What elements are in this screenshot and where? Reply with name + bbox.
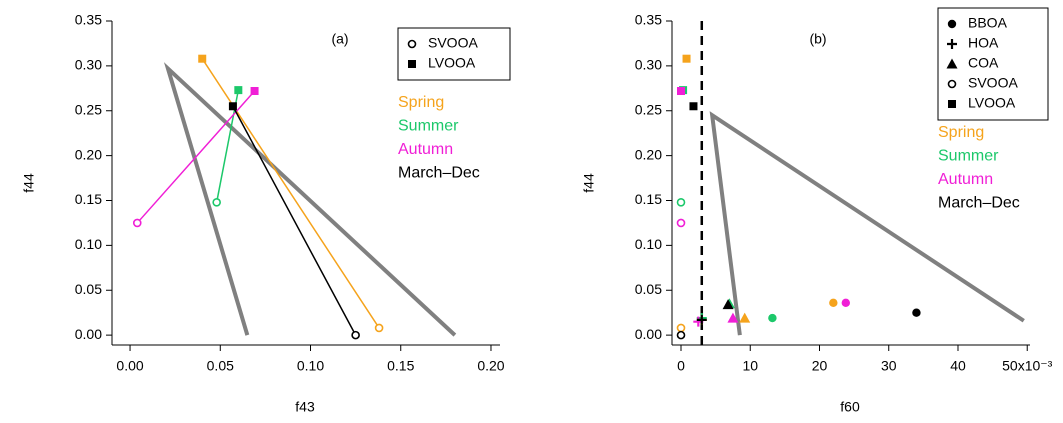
reference-line <box>163 62 457 337</box>
y-axis-label: f44 <box>21 173 37 193</box>
x-tick-label: 0 <box>677 358 685 374</box>
season-legend: Autumn <box>398 141 453 158</box>
season-legend: Summer <box>938 148 999 165</box>
y-tick-label: 0.15 <box>635 191 662 207</box>
y-tick-label: 0.35 <box>75 12 102 28</box>
x-axis-label: f43 <box>295 399 315 415</box>
marker <box>676 323 686 333</box>
y-tick-label: 0.20 <box>75 146 102 162</box>
marker <box>739 312 751 323</box>
legend-label: LVOOA <box>968 95 1016 111</box>
y-tick-label: 0.30 <box>75 57 102 73</box>
marker <box>351 330 360 340</box>
marker <box>722 299 734 310</box>
legend-label: SVOOA <box>968 75 1018 91</box>
y-axis-label: f44 <box>581 173 597 193</box>
marker <box>234 86 243 95</box>
x-tick-label: 0.05 <box>207 358 234 374</box>
legend-box <box>397 27 511 81</box>
x-tick-label: 0.10 <box>297 358 324 374</box>
x-tick-label: 0.15 <box>387 358 414 374</box>
x-tick-label: 0.20 <box>477 358 504 374</box>
marker <box>727 312 739 323</box>
x-tick-label: 10 <box>742 358 758 374</box>
marker <box>829 298 838 308</box>
panel-label: (a) <box>331 31 348 47</box>
marker <box>212 197 221 207</box>
legend-label: COA <box>968 55 999 71</box>
marker <box>696 314 707 325</box>
legend-label: SVOOA <box>428 35 478 51</box>
season-legend: March–Dec <box>938 195 1020 212</box>
legend-label: BBOA <box>968 15 1008 31</box>
marker <box>676 330 686 340</box>
y-tick-label: 0.10 <box>635 236 662 252</box>
marker <box>198 54 207 63</box>
y-tick-label: 0.05 <box>75 281 102 297</box>
marker <box>676 218 686 228</box>
y-tick-label: 0.30 <box>635 57 662 73</box>
y-tick-label: 0.20 <box>635 146 662 162</box>
x-tick-label: 50x10⁻³ <box>1002 358 1053 374</box>
legend-marker <box>407 39 417 49</box>
marker <box>676 197 686 207</box>
legend-marker <box>408 60 416 68</box>
marker <box>682 54 691 63</box>
y-tick-label: 0.05 <box>635 281 662 297</box>
x-axis-label: f60 <box>840 399 860 415</box>
connector <box>136 90 256 224</box>
legend-marker <box>947 79 957 89</box>
season-legend: Spring <box>938 124 984 141</box>
season-legend: Spring <box>398 94 444 111</box>
connector <box>232 105 357 336</box>
marker <box>677 87 686 96</box>
y-tick-label: 0.25 <box>635 101 662 117</box>
marker <box>689 102 698 111</box>
y-tick-label: 0.00 <box>635 326 662 342</box>
y-tick-label: 0.15 <box>75 191 102 207</box>
legend-box <box>937 7 1049 121</box>
panel-label: (b) <box>809 31 826 47</box>
marker <box>768 313 777 323</box>
legend-label: HOA <box>968 35 999 51</box>
marker <box>250 87 259 96</box>
reference-line <box>709 111 1025 336</box>
marker <box>374 323 384 333</box>
season-legend: March–Dec <box>398 165 480 182</box>
marker <box>228 102 237 111</box>
legend-marker <box>948 100 956 108</box>
season-legend: Autumn <box>938 171 993 188</box>
y-tick-label: 0.00 <box>75 326 102 342</box>
y-tick-label: 0.35 <box>635 12 662 28</box>
x-tick-label: 40 <box>950 358 966 374</box>
x-tick-label: 30 <box>881 358 897 374</box>
connector <box>201 58 380 329</box>
marker <box>841 298 851 308</box>
marker <box>132 218 142 228</box>
marker <box>912 308 921 317</box>
legend-label: LVOOA <box>428 55 476 71</box>
legend-marker <box>947 39 957 49</box>
legend-marker <box>947 19 957 29</box>
y-tick-label: 0.25 <box>75 101 102 117</box>
x-tick-label: 20 <box>812 358 828 374</box>
season-legend: Summer <box>398 118 459 135</box>
legend-marker <box>946 58 958 69</box>
x-tick-label: 0.00 <box>116 358 143 374</box>
y-tick-label: 0.10 <box>75 236 102 252</box>
